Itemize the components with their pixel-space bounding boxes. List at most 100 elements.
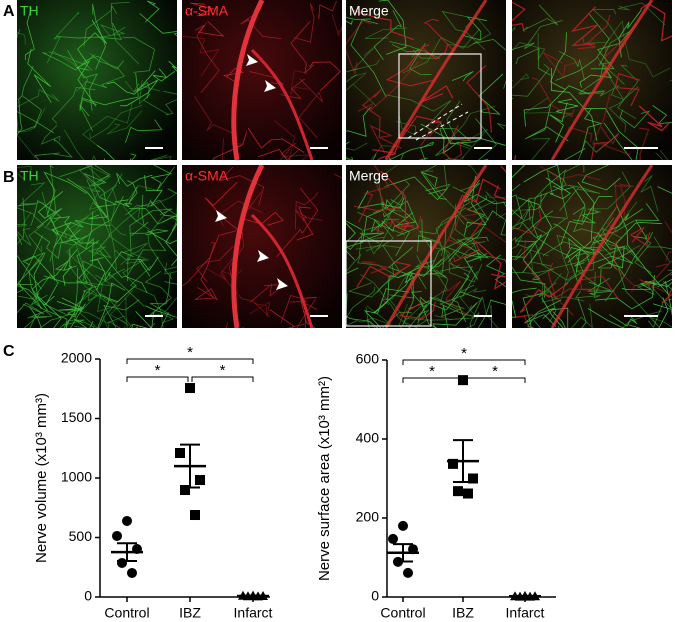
panel-letter: A xyxy=(3,3,15,20)
fiber xyxy=(130,229,169,236)
error-bar xyxy=(180,443,200,489)
significance-bracket xyxy=(402,359,526,365)
fiber xyxy=(432,302,478,328)
micrograph xyxy=(182,165,342,328)
y-tick-label: 0 xyxy=(84,588,92,604)
fiber xyxy=(387,142,435,160)
fiber xyxy=(309,61,341,91)
fiber xyxy=(258,148,288,160)
significance-label: * xyxy=(461,345,467,362)
fiber xyxy=(564,148,586,160)
fiber xyxy=(478,73,504,115)
fiber xyxy=(453,219,485,263)
fiber xyxy=(421,43,449,60)
fiber xyxy=(346,142,368,160)
fiber xyxy=(361,260,390,274)
fiber xyxy=(629,226,651,247)
fiber xyxy=(618,9,642,58)
fiber xyxy=(646,246,672,250)
fiber xyxy=(592,220,635,277)
fiber xyxy=(512,287,537,293)
fiber xyxy=(664,220,672,262)
fiber xyxy=(459,287,487,317)
data-point xyxy=(185,383,195,394)
dashed-outline xyxy=(407,103,469,141)
fiber xyxy=(617,2,666,26)
fiber xyxy=(531,192,548,239)
fiber xyxy=(409,42,432,76)
fiber xyxy=(39,314,70,328)
fiber xyxy=(610,221,662,269)
fiber xyxy=(79,99,97,117)
fiber xyxy=(346,305,392,325)
vessel xyxy=(231,165,265,328)
fiber xyxy=(410,291,428,317)
fiber xyxy=(194,96,235,135)
significance-bracket xyxy=(126,358,254,364)
fiber xyxy=(73,318,88,328)
error-bar xyxy=(117,542,137,563)
fiber xyxy=(129,153,137,160)
fiber xyxy=(242,326,245,328)
fiber xyxy=(346,156,354,160)
fiber xyxy=(462,128,488,160)
x-tick-label: IBZ xyxy=(179,605,201,621)
fiber xyxy=(519,282,569,313)
fiber xyxy=(550,67,598,142)
channel-label: α-SMA xyxy=(185,3,229,19)
fiber xyxy=(347,263,394,298)
fiber xyxy=(124,199,177,216)
fiber xyxy=(33,252,62,328)
fiber xyxy=(351,46,380,71)
micrograph xyxy=(182,0,342,160)
vessel xyxy=(231,0,265,160)
fiber xyxy=(17,302,45,315)
fiber xyxy=(89,104,143,140)
fiber xyxy=(485,191,506,217)
fiber xyxy=(289,69,309,96)
fiber xyxy=(389,41,422,53)
fiber xyxy=(512,236,523,250)
fiber xyxy=(70,289,125,324)
data-point xyxy=(403,567,413,578)
fiber xyxy=(597,56,625,101)
fiber xyxy=(346,286,376,326)
fiber xyxy=(493,165,506,201)
fiber xyxy=(110,1,140,65)
fiber xyxy=(617,64,639,120)
micrograph-content xyxy=(182,165,342,328)
fiber xyxy=(583,108,639,160)
fiber xyxy=(273,119,295,160)
data-point xyxy=(122,515,132,526)
fiber xyxy=(442,206,473,251)
fiber xyxy=(477,299,492,328)
fiber xyxy=(614,72,641,107)
fiber xyxy=(43,171,88,216)
fiber xyxy=(605,32,631,79)
fiber xyxy=(364,27,407,39)
fiber xyxy=(204,181,244,235)
fiber xyxy=(96,144,115,160)
fiber xyxy=(357,61,419,112)
fiber xyxy=(640,175,659,212)
fiber xyxy=(451,71,474,82)
fiber xyxy=(200,241,216,299)
fiber xyxy=(603,122,633,160)
fiber xyxy=(127,180,138,204)
fiber xyxy=(439,122,506,146)
fiber xyxy=(373,215,422,234)
fiber xyxy=(17,165,32,181)
arrowhead xyxy=(257,250,269,262)
fiber xyxy=(129,265,164,328)
fiber xyxy=(76,280,137,303)
significance-label: * xyxy=(187,344,193,361)
fiber xyxy=(290,21,315,74)
micrograph-content xyxy=(346,165,506,328)
fiber xyxy=(564,247,596,273)
y-axis-label: Nerve volume (x10³ mm³) xyxy=(33,393,50,563)
micrograph xyxy=(346,0,506,160)
fiber xyxy=(363,288,410,328)
fiber xyxy=(573,210,599,224)
fiber xyxy=(34,231,63,260)
